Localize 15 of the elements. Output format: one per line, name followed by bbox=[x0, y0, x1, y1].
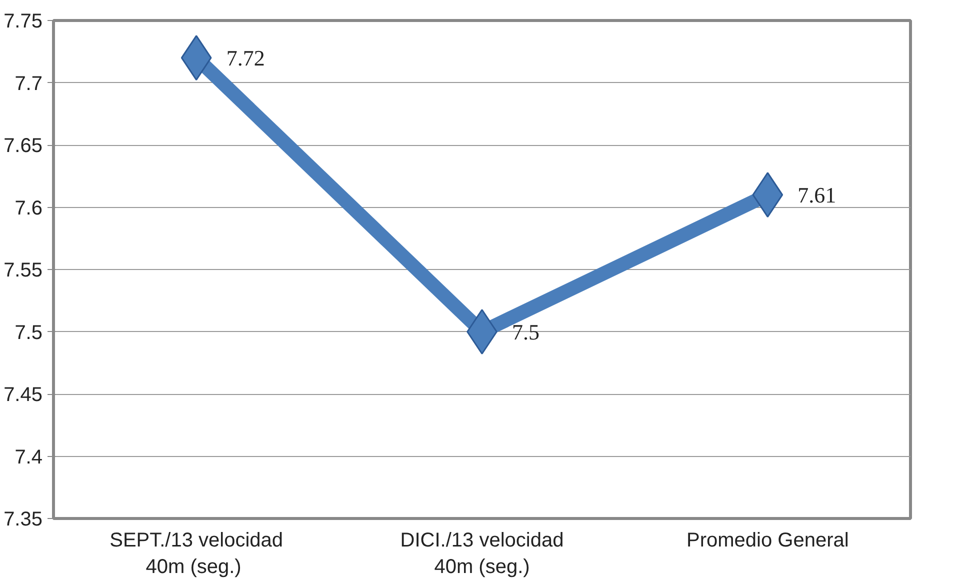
data-label: 7.61 bbox=[798, 182, 836, 208]
data-label: 7.5 bbox=[512, 319, 540, 344]
y-tick-label: 7.65 bbox=[4, 135, 43, 157]
y-tick-label: 7.7 bbox=[14, 72, 43, 95]
x-tick-label: Promedio General bbox=[686, 530, 849, 552]
y-tick-label: 7.35 bbox=[4, 508, 43, 530]
y-tick-label: 7.75 bbox=[4, 10, 43, 32]
y-tick-label: 7.5 bbox=[14, 322, 43, 344]
x-tick-label: DICI./13 velocidad 40m (seg.) bbox=[400, 530, 564, 578]
y-tick-label: 7.55 bbox=[4, 260, 43, 282]
data-label: 7.72 bbox=[226, 45, 265, 70]
y-tick-label: 7.4 bbox=[14, 446, 43, 468]
x-tick-label: SEPT./13 velocidad 40m (seg.) bbox=[110, 530, 284, 578]
y-tick-label: 7.6 bbox=[14, 197, 43, 220]
y-tick-label: 7.45 bbox=[4, 384, 43, 406]
